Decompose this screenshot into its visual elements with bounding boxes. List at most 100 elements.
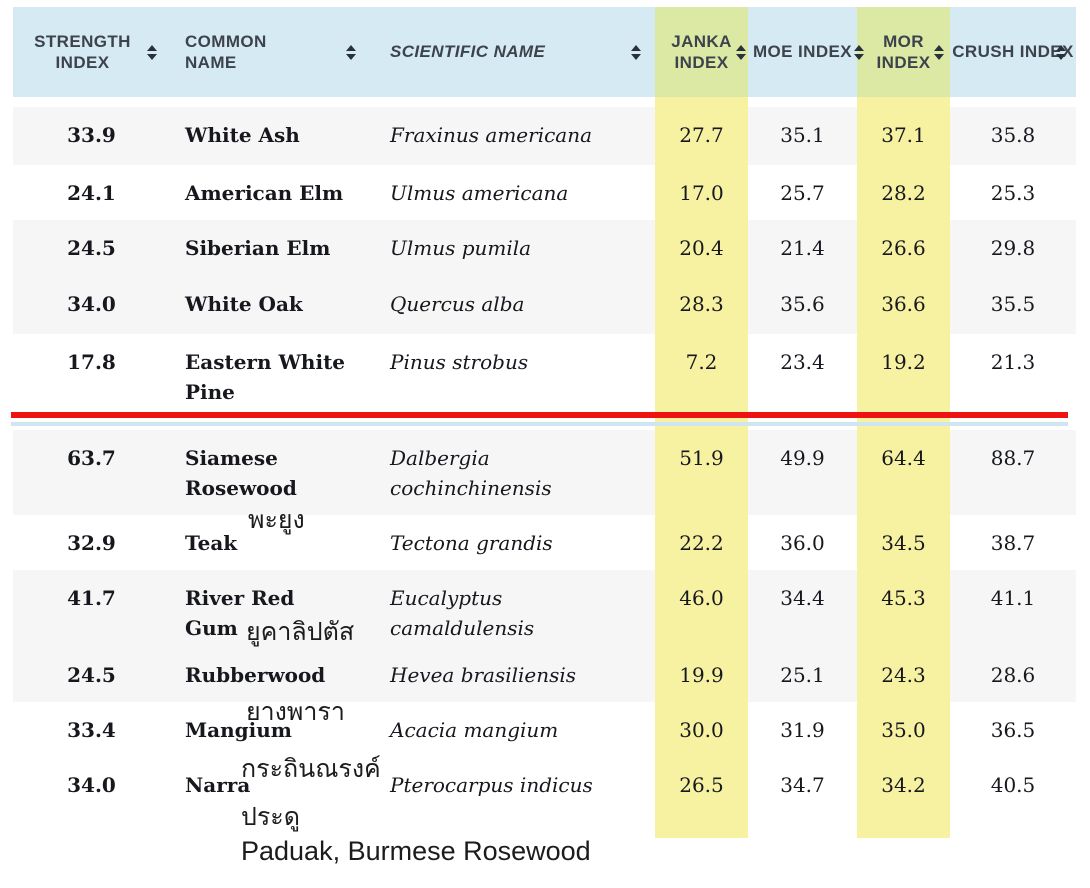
cell-moe-index: 25.1 <box>748 647 857 702</box>
cell-scientific-name: Acacia mangium <box>390 718 559 742</box>
cell-crush-index: 38.7 <box>990 531 1036 555</box>
cell-mor-index: 37.1 <box>857 107 950 165</box>
cell-mor-index: 34.5 <box>857 515 950 570</box>
cell-scientific-name: Tectona grandis <box>390 531 553 555</box>
cell-moe-index: 34.7 <box>780 773 825 797</box>
table-row: 33.4 Mangium Acacia mangium 30.0 31.9 35… <box>13 702 1076 757</box>
sort-arrows-icon[interactable] <box>631 44 641 60</box>
column-header-label: MOR INDEX <box>876 31 931 72</box>
cell-crush-index: 35.5 <box>950 276 1076 334</box>
table-row: 41.7 River Red Gum Eucalyptus camaldulen… <box>13 570 1076 647</box>
table-row: 17.8 Eastern White Pine Pinus strobus 7.… <box>13 334 1076 412</box>
sort-arrows-icon[interactable] <box>146 44 157 60</box>
cell-mor-index: 45.3 <box>857 570 950 647</box>
cell-moe-index: 21.4 <box>748 220 857 276</box>
cell-mor-index: 64.4 <box>857 430 950 515</box>
column-header-label: MOE INDEX <box>752 42 852 62</box>
cell-strength-index: 24.5 <box>13 220 170 276</box>
cell-scientific-name: Ulmus americana <box>390 181 569 205</box>
cell-scientific-name: Quercus alba <box>370 276 655 334</box>
blue-divider-line <box>11 422 1068 426</box>
thai-annotation-krathin: กระถินณรงค์ <box>241 755 381 783</box>
table-row: 24.5 Siberian Elm Ulmus pumila 20.4 21.4… <box>13 220 1076 276</box>
table-row: 24.1 American Elm Ulmus americana 17.0 2… <box>13 165 1076 220</box>
table-row: 32.9 Teak Tectona grandis 22.2 36.0 34.5… <box>13 515 1076 570</box>
cell-strength-index: 32.9 <box>67 531 116 555</box>
cell-moe-index: 31.9 <box>780 718 825 742</box>
cell-janka-index: 20.4 <box>655 220 748 276</box>
cell-scientific-name: Pterocarpus indicus <box>390 773 593 797</box>
column-header-moe-index[interactable]: MOE INDEX <box>748 7 864 97</box>
cell-strength-index: 17.8 <box>67 350 116 374</box>
cell-crush-index: 29.8 <box>950 220 1076 276</box>
table-row: 63.7 Siamese Rosewood Dalbergia cochinch… <box>13 430 1076 515</box>
column-header-strength-index[interactable]: STRENGTH INDEX <box>13 7 170 97</box>
cell-janka-index: 51.9 <box>655 430 748 515</box>
cell-moe-index: 25.7 <box>780 181 825 205</box>
cell-scientific-name: Pinus strobus <box>390 350 529 374</box>
cell-common-name: Eastern White Pine <box>185 350 346 404</box>
cell-crush-index: 36.5 <box>990 718 1036 742</box>
sort-arrows-icon[interactable] <box>854 44 864 60</box>
cell-janka-index: 17.0 <box>655 165 748 220</box>
cell-common-name: Siamese Rosewood <box>170 430 370 515</box>
column-header-label: JANKA INDEX <box>671 31 732 72</box>
wood-strength-table: STRENGTH INDEX COMMON NAME SCIENTIFIC NA… <box>13 7 1076 838</box>
cell-common-name: Rubberwood <box>170 647 370 702</box>
sort-arrows-icon[interactable] <box>736 44 746 60</box>
cell-moe-index: 23.4 <box>780 350 825 374</box>
cell-moe-index: 49.9 <box>748 430 857 515</box>
header-gap <box>13 97 1076 107</box>
cell-mor-index: 35.0 <box>857 702 950 757</box>
cell-strength-index: 24.5 <box>13 647 170 702</box>
column-header-common-name[interactable]: COMMON NAME <box>170 7 370 97</box>
cell-scientific-name: Fraxinus americana <box>370 107 655 165</box>
cell-crush-index: 41.1 <box>950 570 1076 647</box>
column-header-mor-index[interactable]: MOR INDEX <box>857 7 950 97</box>
cell-common-name: American Elm <box>185 181 344 205</box>
cell-scientific-name: Dalbergia cochinchinensis <box>370 430 655 515</box>
cell-common-name: River Red Gum <box>170 570 370 647</box>
column-header-label: COMMON NAME <box>185 31 267 72</box>
cell-scientific-name: Ulmus pumila <box>370 220 655 276</box>
table-row: 24.5 Rubberwood Hevea brasiliensis 19.9 … <box>13 647 1076 702</box>
cell-strength-index: 33.9 <box>13 107 170 165</box>
cell-strength-index: 41.7 <box>13 570 170 647</box>
cell-janka-index: 46.0 <box>655 570 748 647</box>
column-header-crush-index[interactable]: CRUSH INDEX <box>950 7 1076 97</box>
cell-moe-index: 35.6 <box>748 276 857 334</box>
cell-janka-index: 7.2 <box>655 334 748 412</box>
cell-janka-index: 27.7 <box>655 107 748 165</box>
cell-common-name: Teak <box>185 531 238 555</box>
cell-mor-index: 36.6 <box>857 276 950 334</box>
cell-mor-index: 19.2 <box>857 334 950 412</box>
sort-arrows-icon[interactable] <box>934 44 944 60</box>
cell-moe-index: 36.0 <box>780 531 825 555</box>
table-row: 34.0 White Oak Quercus alba 28.3 35.6 36… <box>13 276 1076 334</box>
cell-crush-index: 21.3 <box>990 350 1036 374</box>
cell-strength-index: 63.7 <box>13 430 170 515</box>
thai-annotation-yangpara: ยางพารา <box>246 698 345 726</box>
cell-strength-index: 33.4 <box>67 718 116 742</box>
column-header-label: CRUSH INDEX <box>952 42 1074 62</box>
table-row: 33.9 White Ash Fraxinus americana 27.7 3… <box>13 107 1076 165</box>
column-header-scientific-name[interactable]: SCIENTIFIC NAME <box>370 7 655 97</box>
cell-crush-index: 35.8 <box>950 107 1076 165</box>
cell-common-name: White Ash <box>170 107 370 165</box>
cell-janka-index: 26.5 <box>655 757 748 812</box>
table-row: 34.0 Narra Pterocarpus indicus 26.5 34.7… <box>13 757 1076 812</box>
cell-common-name: White Oak <box>170 276 370 334</box>
cell-strength-index: 34.0 <box>13 276 170 334</box>
cell-common-name: Siberian Elm <box>170 220 370 276</box>
column-header-janka-index[interactable]: JANKA INDEX <box>655 7 748 97</box>
cell-crush-index: 88.7 <box>950 430 1076 515</box>
cell-mor-index: 28.2 <box>857 165 950 220</box>
sort-arrows-icon[interactable] <box>346 44 356 60</box>
bottom-note: Paduak, Burmese Rosewood <box>241 836 591 866</box>
sort-arrows-icon[interactable] <box>1056 44 1066 60</box>
cell-crush-index: 40.5 <box>990 773 1036 797</box>
cell-strength-index: 24.1 <box>67 181 116 205</box>
cell-moe-index: 35.1 <box>748 107 857 165</box>
column-header-label: SCIENTIFIC NAME <box>390 42 546 62</box>
cell-crush-index: 25.3 <box>990 181 1036 205</box>
